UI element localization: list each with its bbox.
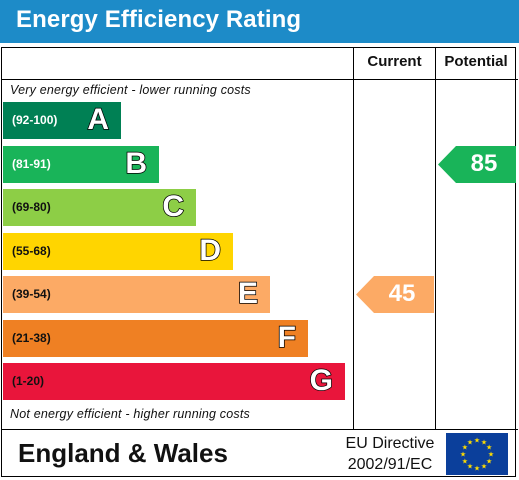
eu-star-icon: ★ — [481, 438, 487, 446]
eu-flag-icon: ★ ★ ★ ★ ★ ★ ★ ★ ★ ★ ★ ★ — [446, 433, 508, 475]
rating-table — [1, 47, 516, 477]
eu-directive-line1: EU Directive — [345, 435, 435, 452]
eu-star-icon: ★ — [481, 463, 487, 471]
band-letter-a: A — [87, 102, 110, 137]
eu-star-icon: ★ — [474, 437, 480, 445]
band-a: (92-100) A — [3, 102, 121, 139]
current-rating-arrow: 45 — [356, 276, 434, 313]
footer-divider — [1, 429, 518, 430]
eu-star-icon: ★ — [462, 458, 468, 466]
eu-star-icon: ★ — [474, 465, 480, 473]
eu-directive-line2: 2002/91/EC — [347, 456, 433, 473]
current-rating-value: 45 — [388, 280, 416, 307]
eu-stars-icon: ★ ★★★★★★★★★★★ — [460, 437, 494, 473]
band-f: (21-38) F — [3, 320, 308, 357]
band-g: (1-20) G — [3, 363, 345, 400]
potential-arrow-shape — [438, 146, 516, 183]
band-b: (81-91) B — [3, 146, 159, 183]
eu-star-icon: ★ — [486, 458, 492, 466]
divider-current — [353, 47, 354, 430]
header-row-divider — [1, 79, 518, 80]
band-c: (69-80) C — [3, 189, 196, 226]
band-range-b: (81-91) — [12, 157, 51, 171]
eu-directive: EU Directive 2002/91/EC — [335, 433, 445, 475]
band-range-d: (55-68) — [12, 244, 51, 258]
column-header-current: Current — [367, 53, 422, 70]
band-letter-c: C — [162, 189, 185, 224]
band-letter-f: F — [277, 320, 297, 355]
eu-star-icon: ★ — [460, 451, 466, 459]
header-bar: Energy Efficiency Rating — [0, 0, 519, 43]
band-letter-g: G — [309, 363, 334, 398]
band-range-a: (92-100) — [12, 113, 58, 127]
current-arrow-shape — [356, 276, 434, 313]
band-d: (55-68) D — [3, 233, 233, 270]
band-letter-b: B — [125, 146, 148, 181]
eu-star-icon: ★ — [488, 451, 494, 459]
region-label: England & Wales — [18, 438, 228, 468]
eu-star-icon: ★ — [486, 444, 492, 452]
band-range-e: (39-54) — [12, 287, 51, 301]
divider-potential — [435, 47, 436, 430]
eu-star-icon: ★ — [467, 438, 473, 446]
eu-star-icon: ★ — [462, 444, 468, 452]
band-letter-e: E — [237, 276, 259, 311]
eu-star-icon: ★ — [467, 463, 473, 471]
note-efficient: Very energy efficient - lower running co… — [10, 83, 251, 97]
current-arrow-polygon — [356, 276, 434, 313]
note-inefficient: Not energy efficient - higher running co… — [10, 407, 250, 421]
column-header-potential: Potential — [444, 53, 508, 70]
band-e: (39-54) E — [3, 276, 270, 313]
potential-arrow-polygon — [438, 146, 516, 183]
potential-rating-arrow: 85 — [438, 146, 516, 183]
page-title: Energy Efficiency Rating — [16, 6, 302, 33]
band-letter-d: D — [199, 233, 222, 268]
band-range-g: (1-20) — [12, 374, 45, 388]
potential-rating-value: 85 — [470, 150, 498, 177]
band-range-c: (69-80) — [12, 200, 51, 214]
band-range-f: (21-38) — [12, 331, 51, 345]
